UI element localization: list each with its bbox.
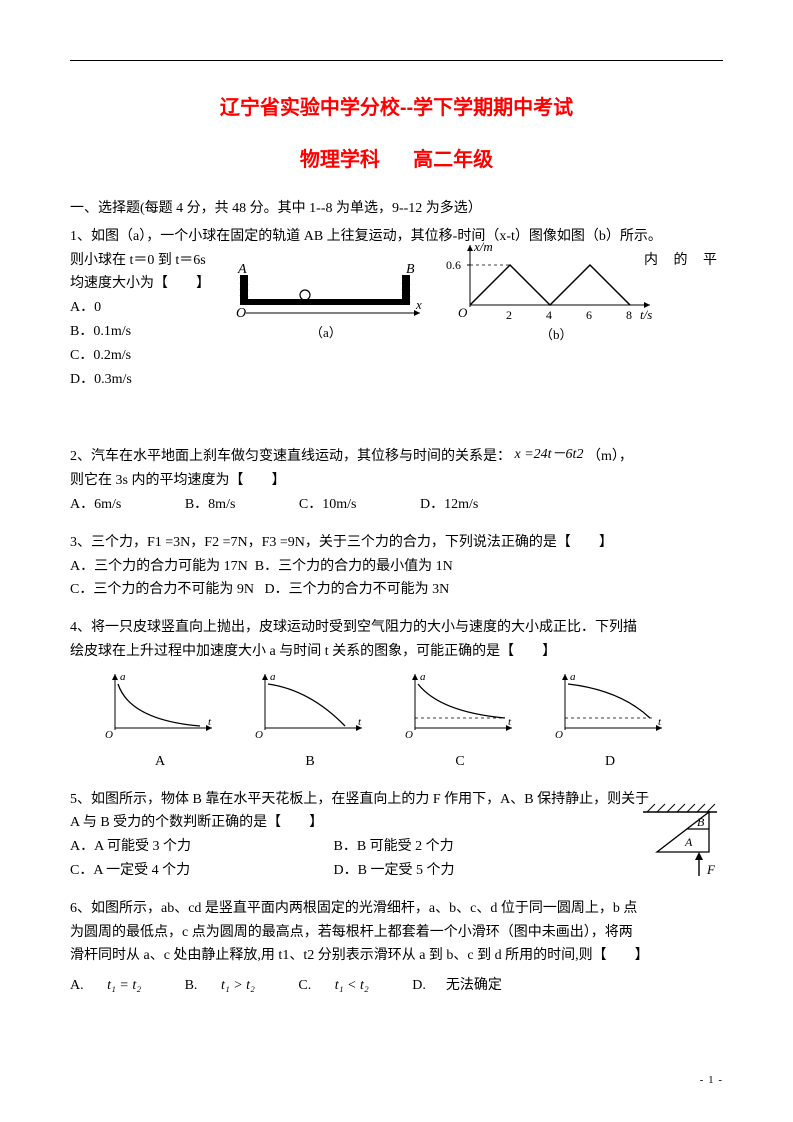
svg-text:t: t	[208, 716, 212, 728]
main-title: 辽宁省实验中学分校--学下学期期中考试	[70, 91, 723, 125]
q6-stem3: 滑杆同时从 a、c 处由静止释放,用 t1、t2 分别表示滑环从 a 到 b、c…	[70, 944, 723, 968]
q1-figures: A B O x （a）	[220, 245, 660, 354]
fig-b-tick-2: 2	[506, 308, 512, 322]
q2-options: A．6m/s B．8m/s C．10m/s D．12m/s	[70, 493, 723, 517]
fig-b-ylabel: x/m	[473, 239, 493, 254]
q3-opt-a: A．三个力的合力可能为 17N	[70, 559, 248, 574]
q5-opt-b: B．B 可能受 2 个力	[334, 835, 594, 859]
q6-stem2: 为圆周的最低点，c 点为圆周的最高点，若每根杆上都套着一个小滑环（图中未画出），…	[70, 921, 723, 945]
q3-opt-b: B．三个力的合力的最小值为 1N	[255, 559, 453, 574]
svg-text:a: a	[570, 671, 576, 683]
fig-b-tick-4: 4	[546, 308, 552, 322]
q6-opt-c: C. t₁ < t₂	[298, 974, 388, 998]
svg-text:O: O	[405, 729, 413, 741]
svg-text:t: t	[658, 716, 662, 728]
q1-stem-line2a: 则小球在 t＝0 到 t＝6s	[70, 249, 206, 273]
q4-graph-b: a t O	[250, 670, 370, 740]
question-2: 2、汽车在水平地面上刹车做匀变速直线运动，其位移与时间的关系是： x =24t－…	[70, 445, 723, 516]
q4-labels: A B C D	[70, 750, 723, 774]
svg-text:O: O	[105, 729, 113, 741]
question-5: 5、如图所示，物体 B 靠在水平天花板上，在竖直向上的力 F 作用下，A、B 保…	[70, 788, 723, 883]
fig-b-tick-8: 8	[626, 308, 632, 322]
q5-options: A．A 可能受 3 个力 C．A 一定受 4 个力 B．B 可能受 2 个力 D…	[70, 835, 723, 883]
question-1: 1、如图（a），一个小球在固定的轨道 AB 上往复运动，其位移-时间（x-t）图…	[70, 225, 723, 432]
fig-a-label-a: A	[237, 262, 247, 277]
svg-text:a: a	[420, 671, 426, 683]
q1-figure-a: A B O x （a）	[220, 255, 430, 345]
q1-opt-a: A．0	[70, 296, 132, 320]
question-4: 4、将一只皮球竖直向上抛出，皮球运动时受到空气阻力的大小与速度的大小成正比．下列…	[70, 616, 723, 773]
q2-stem: 2、汽车在水平地面上刹车做匀变速直线运动，其位移与时间的关系是：	[70, 449, 511, 464]
q6-opt-b: B. t₁ > t₂	[185, 974, 275, 998]
q2-opt-d: D．12m/s	[420, 493, 478, 517]
q5-stem2: A 与 B 受力的个数判断正确的是【 】	[70, 811, 723, 835]
ball-icon	[300, 290, 310, 300]
q1-opt-b: B．0.1m/s	[70, 320, 132, 344]
q3-opt-c: C．三个力的合力不可能为 9N	[70, 582, 254, 597]
q5-stem1: 5、如图所示，物体 B 靠在水平天花板上，在竖直向上的力 F 作用下，A、B 保…	[70, 788, 723, 812]
subject-label: 物理学科	[300, 149, 380, 171]
q2-opt-a: A．6m/s	[70, 493, 121, 517]
q1-opt-d: D．0.3m/s	[70, 368, 132, 392]
q4-label-a: A	[100, 750, 220, 774]
q6-opt-d: D.无法确定	[412, 974, 522, 998]
q5-fig-label-f: F	[706, 862, 716, 877]
svg-text:O: O	[555, 729, 563, 741]
top-rule	[70, 60, 723, 61]
q5-fig-label-a: A	[684, 835, 693, 849]
arrow-up-icon	[467, 245, 473, 251]
q4-label-d: D	[550, 750, 670, 774]
q3-stem: 3、三个力，F1 =3N，F2 =7N，F3 =9N，关于三个力的合力，下列说法…	[70, 531, 723, 555]
fig-b-caption: （b）	[540, 327, 573, 342]
q1-opt-c: C．0.2m/s	[70, 344, 132, 368]
q2-opt-b: B．8m/s	[185, 493, 236, 517]
q6-options: A. t₁ = t₂ B. t₁ > t₂ C. t₁ < t₂ D.无法确定	[70, 974, 723, 998]
q2-unit: （m），	[587, 449, 633, 464]
q4-stem2: 绘皮球在上升过程中加速度大小 a 与时间 t 关系的图象，可能正确的是【 】	[70, 640, 723, 664]
fig-b-origin: O	[458, 305, 468, 320]
q3-opt-d: D．三个力的合力不可能为 3N	[264, 582, 449, 597]
sub-title: 物理学科 高二年级	[70, 143, 723, 177]
q4-graph-d: a t O	[550, 670, 670, 740]
q5-figure: B A F	[643, 804, 723, 898]
fig-b-tick-6: 6	[586, 308, 592, 322]
question-6: 6、如图所示，ab、cd 是竖直平面内两根固定的光滑细杆，a、b、c、d 位于同…	[70, 897, 723, 998]
q5-opt-d: D．B 一定受 5 个力	[334, 859, 594, 883]
q4-label-c: C	[400, 750, 520, 774]
svg-text:t: t	[358, 716, 362, 728]
svg-text:O: O	[255, 729, 263, 741]
fig-b-xlabel: t/s	[640, 307, 652, 322]
page-content: 辽宁省实验中学分校--学下学期期中考试 物理学科 高二年级 一、选择题(每题 4…	[0, 0, 793, 1052]
q5-opt-c: C．A 一定受 4 个力	[70, 859, 330, 883]
q4-stem1: 4、将一只皮球竖直向上抛出，皮球运动时受到空气阻力的大小与速度的大小成正比．下列…	[70, 616, 723, 640]
fig-a-label-x: x	[415, 297, 422, 312]
q2-stem2: 则它在 3s 内的平均速度为【 】	[70, 469, 723, 493]
q4-graph-a: a t O	[100, 670, 220, 740]
q6-opt-a: A. t₁ = t₂	[70, 974, 161, 998]
svg-text:a: a	[270, 671, 276, 683]
page-number: - 1 -	[700, 1074, 723, 1086]
q5-fig-label-b: B	[697, 815, 705, 829]
fig-a-label-o: O	[236, 306, 246, 321]
q6-stem1: 6、如图所示，ab、cd 是竖直平面内两根固定的光滑细杆，a、b、c、d 位于同…	[70, 897, 723, 921]
section-intro: 一、选择题(每题 4 分，共 48 分。其中 1--8 为单选，9--12 为多…	[70, 197, 723, 221]
question-3: 3、三个力，F1 =3N，F2 =7N，F3 =9N，关于三个力的合力，下列说法…	[70, 531, 723, 602]
svg-text:t: t	[508, 716, 512, 728]
q2-opt-c: C．10m/s	[299, 493, 357, 517]
arrow-up-icon	[695, 852, 703, 860]
q1-options: A．0 B．0.1m/s C．0.2m/s D．0.3m/s	[70, 296, 132, 391]
grade-label: 高二年级	[413, 149, 493, 171]
svg-text:a: a	[120, 671, 126, 683]
q4-graphs: a t O a t O a t O	[70, 670, 723, 740]
q4-label-b: B	[250, 750, 370, 774]
q2-formula: x =24t－6t2	[515, 447, 584, 462]
fig-a-caption: （a）	[310, 325, 342, 340]
fig-a-label-b: B	[406, 262, 415, 277]
q4-graph-c: a t O	[400, 670, 520, 740]
q5-opt-a: A．A 可能受 3 个力	[70, 835, 330, 859]
q1-figure-b: x/m t/s 0.6 O 2 4 6 8 （b）	[440, 245, 660, 345]
fig-b-yval: 0.6	[446, 258, 461, 272]
